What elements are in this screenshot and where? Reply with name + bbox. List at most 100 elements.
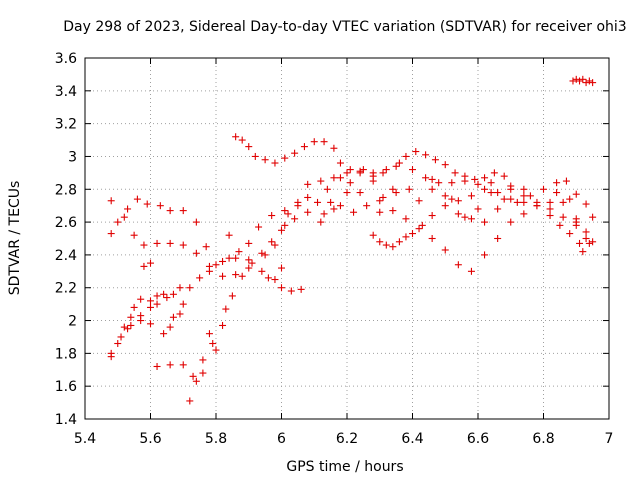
data-point	[582, 235, 590, 242]
data-point	[576, 77, 584, 85]
data-point	[212, 261, 220, 269]
data-point	[422, 174, 430, 182]
data-point	[284, 210, 292, 218]
data-point	[232, 254, 240, 262]
data-point	[556, 221, 564, 229]
data-point	[569, 77, 577, 85]
data-point	[389, 185, 397, 193]
data-point	[513, 198, 521, 206]
data-point	[500, 172, 508, 180]
data-point	[572, 218, 580, 226]
data-point	[153, 239, 161, 247]
data-point	[317, 218, 325, 226]
data-point	[314, 198, 322, 206]
data-point	[287, 287, 295, 295]
data-point	[585, 239, 593, 247]
data-point	[382, 241, 390, 249]
data-point	[294, 202, 302, 210]
data-point	[137, 317, 145, 325]
data-point	[205, 267, 213, 275]
data-point	[320, 138, 328, 146]
x-axis-label: GPS time / hours	[286, 459, 403, 475]
series-track-1	[107, 197, 305, 295]
data-point	[147, 303, 154, 311]
data-point	[166, 207, 174, 215]
data-point	[199, 356, 207, 364]
data-point	[278, 226, 285, 234]
data-point	[258, 249, 266, 257]
data-point	[546, 212, 554, 220]
data-point	[120, 323, 128, 331]
data-point	[389, 207, 397, 215]
data-point	[137, 295, 145, 303]
data-point	[222, 305, 230, 313]
data-point	[219, 321, 227, 329]
data-point	[481, 174, 489, 182]
data-point	[120, 213, 128, 221]
data-point	[520, 210, 528, 218]
y-tick-label: 3	[68, 149, 77, 165]
data-point	[579, 248, 587, 256]
data-point	[130, 303, 138, 311]
data-point	[147, 259, 154, 267]
data-point	[192, 377, 200, 385]
data-point	[369, 231, 377, 239]
x-tick-label: 5.6	[139, 431, 161, 447]
data-point	[225, 231, 233, 239]
data-point	[356, 169, 364, 177]
data-point	[300, 143, 308, 151]
data-point	[140, 262, 148, 270]
data-point	[261, 251, 269, 259]
data-point	[268, 238, 276, 246]
data-point	[572, 190, 580, 198]
y-tick-label: 2.4	[55, 248, 77, 264]
data-point	[474, 180, 482, 188]
data-point	[343, 169, 351, 177]
data-point	[540, 185, 547, 193]
data-point	[304, 180, 312, 188]
data-point	[402, 215, 410, 223]
x-tick-label: 5.8	[205, 431, 227, 447]
data-point	[490, 169, 498, 177]
data-point	[520, 185, 528, 193]
data-point	[209, 340, 217, 348]
data-point	[160, 290, 168, 298]
data-point	[330, 205, 338, 213]
data-point	[454, 210, 462, 218]
data-point	[255, 223, 263, 231]
data-point	[199, 369, 207, 377]
data-point	[336, 202, 344, 210]
data-point	[268, 212, 276, 220]
data-point	[451, 169, 459, 177]
data-point	[507, 195, 515, 203]
data-point	[428, 185, 436, 193]
data-point	[376, 197, 384, 205]
data-point	[481, 218, 489, 226]
data-point	[153, 300, 161, 308]
data-point	[579, 75, 587, 83]
data-point	[153, 292, 161, 300]
data-point	[494, 205, 502, 213]
data-point	[448, 195, 456, 203]
data-point	[336, 159, 344, 167]
data-point	[202, 243, 210, 251]
data-point	[382, 166, 390, 174]
data-point	[212, 346, 220, 354]
data-point	[409, 230, 416, 238]
data-point	[418, 221, 426, 229]
data-point	[147, 297, 154, 305]
data-point	[189, 372, 197, 380]
data-point	[245, 239, 253, 247]
data-point	[130, 231, 138, 239]
data-point	[245, 256, 253, 264]
data-point	[271, 241, 279, 249]
y-tick-label: 3.2	[55, 117, 77, 133]
series-scatter-extras	[124, 172, 587, 405]
data-point	[143, 200, 151, 208]
data-point	[330, 174, 338, 182]
data-point	[271, 276, 279, 284]
data-point	[192, 249, 200, 257]
data-point	[562, 177, 570, 185]
grid	[85, 58, 609, 419]
data-point	[346, 179, 354, 187]
